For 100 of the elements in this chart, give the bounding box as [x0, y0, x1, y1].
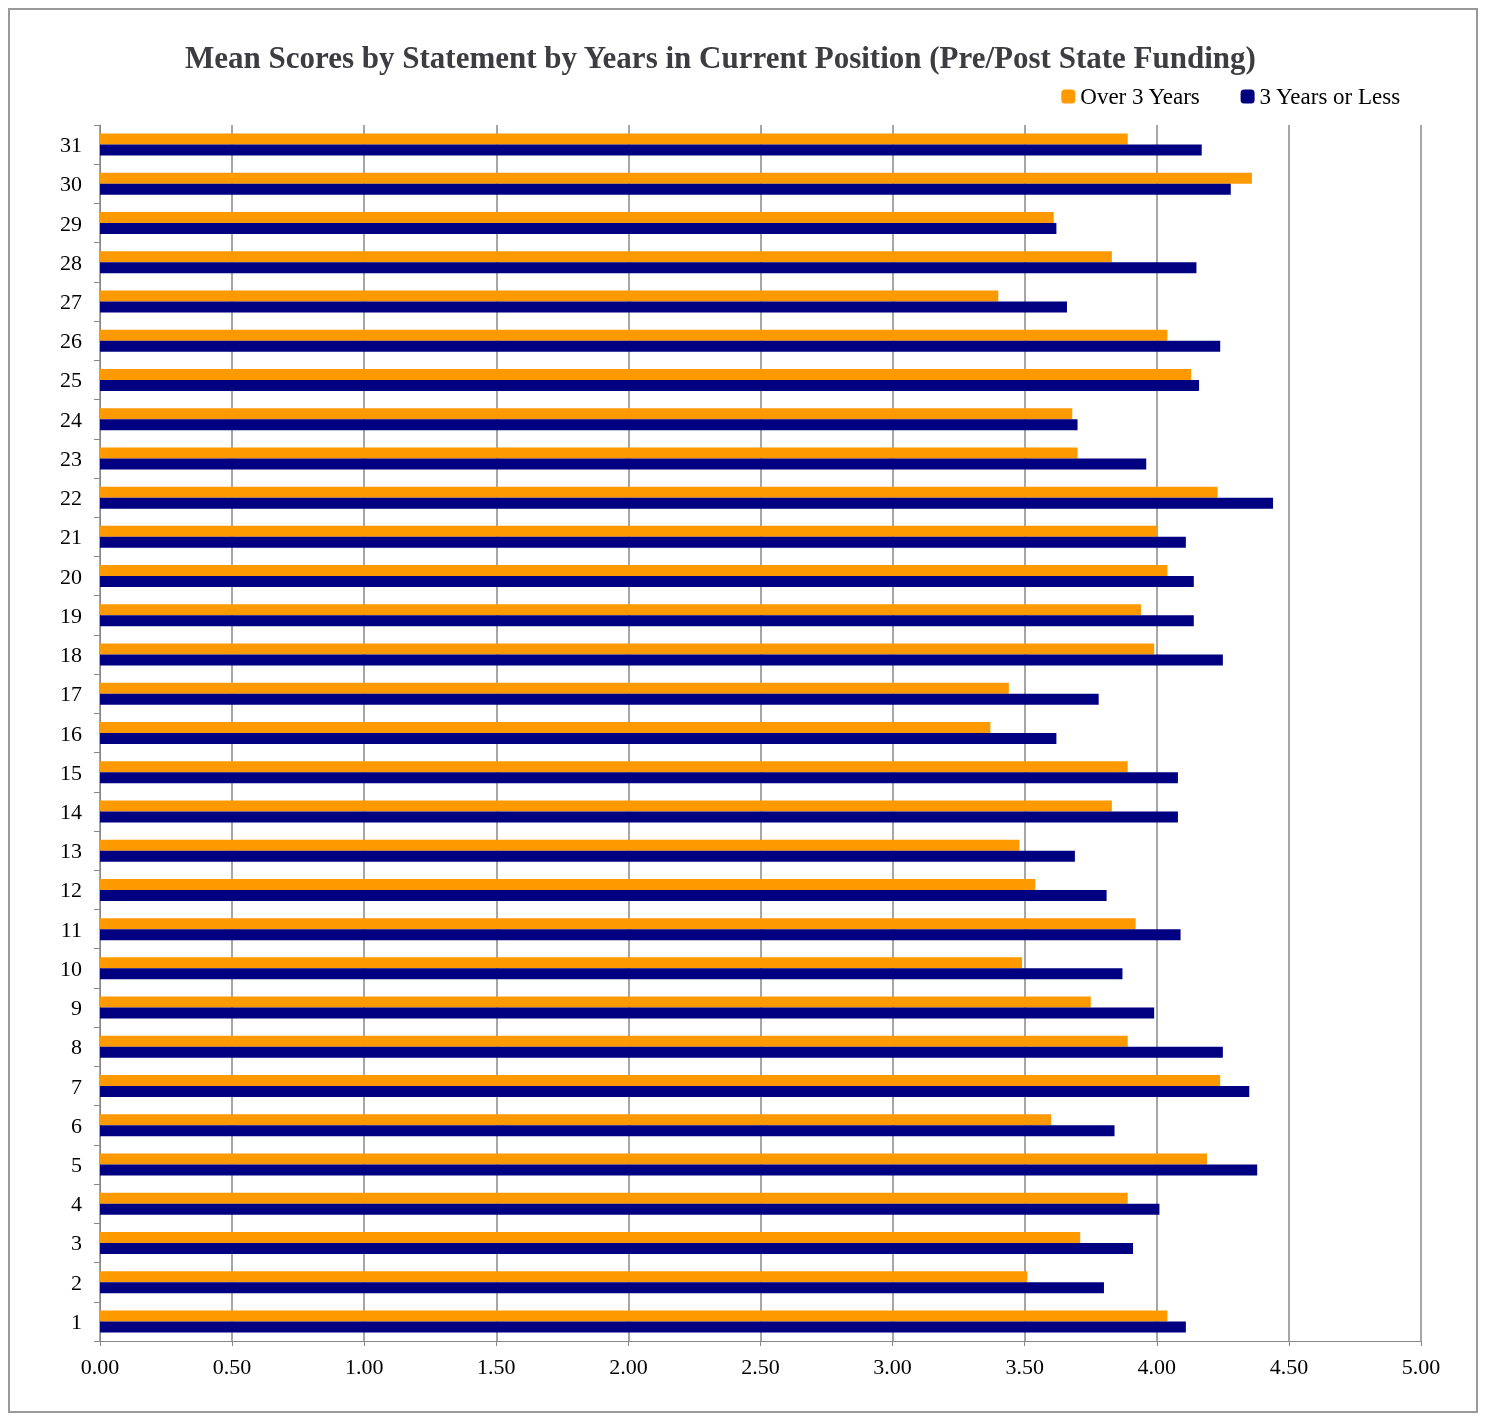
bar: [100, 1164, 1258, 1176]
bar: [100, 800, 1112, 812]
y-tick-label: 25: [60, 367, 82, 393]
y-tick-label: 8: [71, 1034, 82, 1060]
y-tick-label: 23: [60, 445, 82, 471]
bar: [100, 576, 1194, 588]
x-tick-label: 4.50: [1269, 1353, 1309, 1379]
y-tick-label: 9: [71, 995, 82, 1021]
bar: [100, 1310, 1168, 1322]
bar: [100, 889, 1107, 901]
bar: [100, 839, 1020, 851]
x-tick-label: 2.00: [609, 1353, 648, 1379]
bar: [100, 133, 1128, 145]
bar: [100, 643, 1155, 655]
bar: [100, 1321, 1186, 1333]
legend-label: 3 Years or Less: [1259, 84, 1401, 109]
x-tick-label: 3.50: [1005, 1353, 1044, 1379]
y-tick-label: 10: [60, 955, 82, 981]
y-tick-label: 14: [60, 798, 82, 824]
y-tick-label: 2: [71, 1269, 82, 1295]
bar: [100, 419, 1078, 431]
bar: [100, 996, 1091, 1008]
y-tick-label: 31: [60, 132, 82, 158]
bar: [100, 1271, 1028, 1283]
legend-label: Over 3 Years: [1080, 84, 1200, 109]
y-tick-label: 11: [60, 916, 82, 942]
bar: [100, 604, 1141, 616]
y-tick-label: 6: [71, 1112, 82, 1138]
bar: [100, 682, 1009, 694]
y-tick-label: 29: [60, 210, 82, 236]
bar: [100, 408, 1073, 420]
y-tick-label: 16: [60, 720, 82, 746]
bar: [100, 458, 1147, 470]
bar: [100, 223, 1057, 235]
y-tick-label: 15: [60, 759, 82, 785]
chart-title: Mean Scores by Statement by Years in Current Position (Pre/Post State Funding): [185, 39, 1256, 75]
bar: [100, 1007, 1155, 1019]
bar: [100, 957, 1023, 969]
bar: [100, 565, 1168, 577]
y-tick-label: 28: [60, 249, 82, 275]
bar: [100, 525, 1157, 537]
bar: [100, 1114, 1052, 1126]
bar: [100, 733, 1057, 744]
bar: [100, 368, 1192, 380]
bar: [100, 1231, 1081, 1243]
y-tick-label: 3: [71, 1230, 82, 1256]
y-tick-label: 4: [71, 1191, 82, 1217]
bar: [100, 212, 1054, 224]
x-tick-label: 1.00: [344, 1353, 384, 1379]
bar: [100, 693, 1099, 705]
bar: [100, 144, 1202, 156]
bar: [100, 850, 1075, 862]
bar: [100, 1035, 1128, 1047]
x-tick-label: 4.00: [1137, 1353, 1177, 1379]
bar: [100, 262, 1197, 274]
bar: [100, 1046, 1223, 1058]
bar: [100, 878, 1036, 890]
bar: [100, 497, 1274, 509]
x-tick-label: 0.50: [212, 1353, 252, 1379]
bar: [100, 722, 991, 733]
x-tick-label: 5.00: [1401, 1353, 1441, 1379]
y-tick-label: 30: [60, 171, 82, 197]
bar: [100, 968, 1123, 980]
y-tick-label: 17: [60, 681, 82, 707]
x-tick-label: 1.50: [477, 1353, 516, 1379]
bar: [100, 811, 1178, 823]
bar: [100, 301, 1067, 313]
bar: [100, 290, 999, 302]
y-tick-label: 1: [71, 1308, 82, 1334]
bar: [100, 1203, 1160, 1215]
bar: [100, 1125, 1115, 1137]
y-tick-label: 20: [60, 563, 82, 589]
bar: [100, 447, 1078, 459]
bar: [100, 615, 1194, 627]
bar: [100, 1282, 1104, 1294]
bar: [100, 1242, 1134, 1254]
y-tick-label: 27: [60, 289, 82, 315]
bar: [100, 1192, 1128, 1204]
bar: [100, 172, 1252, 184]
y-tick-label: 12: [60, 877, 82, 903]
bar: [100, 654, 1223, 666]
y-tick-label: 13: [60, 838, 82, 864]
bar: [100, 918, 1136, 930]
bar: [100, 1153, 1207, 1165]
y-tick-label: 18: [60, 642, 82, 668]
bar: [100, 761, 1128, 773]
bar: [100, 486, 1218, 498]
bar: [100, 1086, 1250, 1098]
x-tick-label: 3.00: [873, 1353, 912, 1379]
y-tick-label: 24: [60, 406, 82, 432]
bar: [100, 772, 1178, 784]
bar: [100, 929, 1181, 941]
bar: [100, 379, 1200, 391]
y-tick-label: 26: [60, 328, 82, 354]
bar: [100, 1075, 1221, 1087]
bar: [100, 536, 1186, 548]
bar: [100, 329, 1168, 341]
y-tick-label: 19: [60, 602, 82, 628]
bar: [100, 183, 1231, 195]
y-tick-label: 22: [60, 485, 82, 511]
